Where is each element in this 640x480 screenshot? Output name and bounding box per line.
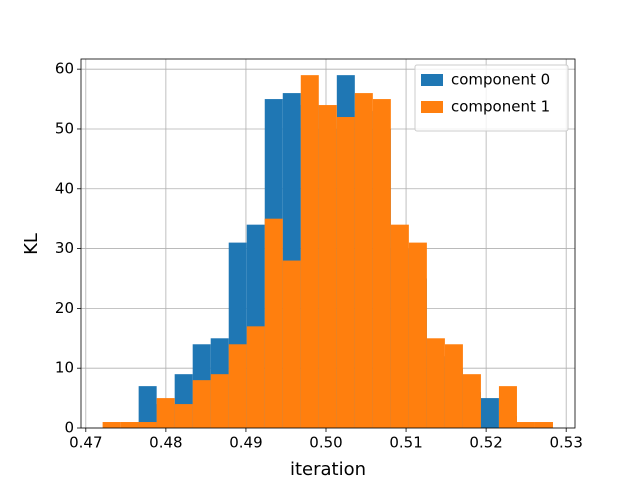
x-tick-label: 0.50	[309, 434, 342, 452]
bar	[318, 105, 337, 429]
bar	[462, 374, 481, 428]
x-tick-label: 0.49	[229, 434, 262, 452]
bar	[372, 99, 391, 428]
bar	[192, 380, 211, 428]
bar	[426, 338, 445, 428]
bar	[138, 422, 157, 428]
bar	[210, 374, 229, 428]
y-tick-label: 0	[64, 419, 74, 437]
bar	[354, 93, 373, 428]
bar	[390, 224, 409, 428]
bar	[534, 422, 553, 428]
bar	[246, 326, 265, 428]
y-tick-label: 60	[55, 60, 74, 78]
y-tick-label: 40	[55, 179, 74, 197]
x-tick-label: 0.51	[389, 434, 422, 452]
x-tick-label: 0.48	[149, 434, 182, 452]
bar	[516, 422, 535, 428]
x-tick-label: 0.53	[549, 434, 582, 452]
bar	[174, 404, 193, 428]
bar	[138, 386, 157, 428]
x-tick-label: 0.52	[469, 434, 502, 452]
bar	[480, 398, 499, 428]
legend-box	[414, 64, 569, 132]
legend-swatch	[421, 74, 443, 86]
plot-frame	[80, 58, 576, 429]
bar	[228, 344, 247, 428]
bar	[264, 218, 283, 428]
legend-label: component 1	[451, 98, 550, 116]
y-tick-label: 10	[55, 359, 74, 377]
bar	[120, 422, 139, 428]
bar	[336, 117, 355, 428]
y-tick-label: 20	[55, 299, 74, 317]
bar	[498, 386, 517, 428]
bar	[156, 398, 175, 428]
x-axis-label: iteration	[290, 459, 366, 480]
y-tick-label: 50	[55, 119, 74, 137]
bar	[102, 422, 121, 428]
bar	[300, 75, 319, 428]
bar	[282, 260, 301, 428]
legend-swatch	[421, 101, 443, 113]
legend-label: component 0	[451, 71, 550, 89]
bar	[444, 344, 463, 428]
y-axis-label: KL	[21, 233, 42, 255]
y-tick-label: 30	[55, 239, 74, 257]
x-tick-label: 0.47	[69, 434, 102, 452]
bar	[408, 242, 427, 428]
